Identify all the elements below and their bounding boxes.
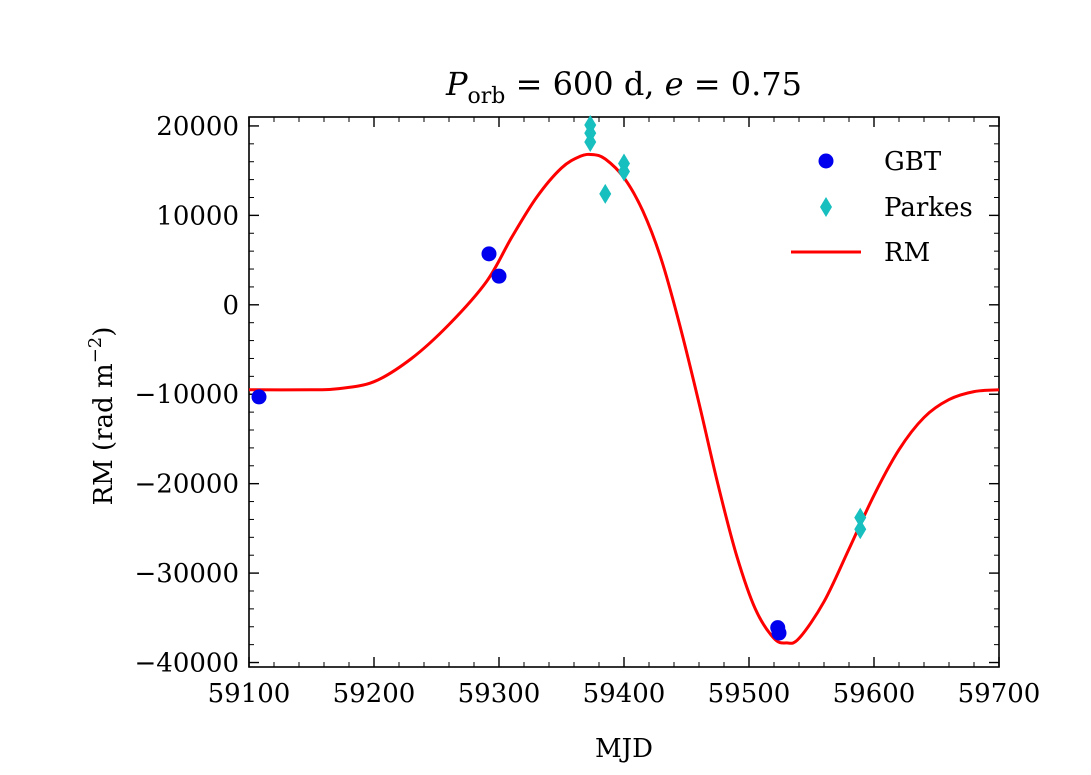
x-tick-label: 59300 [458,679,541,709]
gbt-data-point [481,246,497,262]
parkes-data-point [618,161,630,182]
gbt-data-point [251,389,267,405]
y-tick-label: −40000 [135,649,240,679]
y-tick-label: 10000 [156,201,239,231]
title-period-text: = 600 d, [505,65,664,103]
parkes-data-point [599,183,612,204]
title-e-symbol: e [665,65,684,103]
y-axis-label-close: ) [89,327,119,337]
x-tick-label: 59500 [708,679,791,709]
y-tick-label: 0 [222,291,239,321]
x-tick-label: 59400 [583,679,666,709]
x-tick-label: 59200 [333,679,416,709]
rm-model-curve [248,152,1000,645]
y-tick-label: −30000 [135,559,240,589]
rm-curve-layer [248,152,1000,645]
x-axis-label: MJD [595,734,653,764]
y-axis-label-main: RM (rad m [89,363,119,505]
y-tick-label: 20000 [156,112,239,142]
title-eccentricity-text: = 0.75 [684,65,802,103]
legend: GBT Parkes RM [791,147,973,268]
legend-rm-label: RM [884,238,930,268]
legend-parkes-marker [820,197,832,217]
parkes-data-point [584,132,597,153]
x-tick-label: 59100 [208,679,291,709]
legend-gbt-label: GBT [884,147,942,177]
parkes-data-point [854,519,867,540]
x-tick-label: 59600 [833,679,916,709]
legend-parkes-label: Parkes [884,193,973,223]
gbt-data-point [771,625,787,641]
parkes-data-point [854,507,867,528]
legend-gbt-marker [818,153,834,169]
y-tick-label: −20000 [135,470,240,500]
title-p-symbol: P [445,65,468,103]
axis-ticks: 59100 59200 59300 59400 59500 59600 59700 20000… [135,112,1041,709]
y-axis-label: RM (rad m−2) [85,327,119,506]
chart-title: Porb = 600 d, e = 0.75 [445,65,802,109]
title-orb-subscript: orb [468,84,506,109]
y-tick-label: −10000 [135,380,240,410]
data-points-layer [251,115,867,641]
x-tick-label: 59700 [958,679,1041,709]
gbt-data-point [491,268,507,284]
y-axis-label-exponent: −2 [85,337,106,364]
